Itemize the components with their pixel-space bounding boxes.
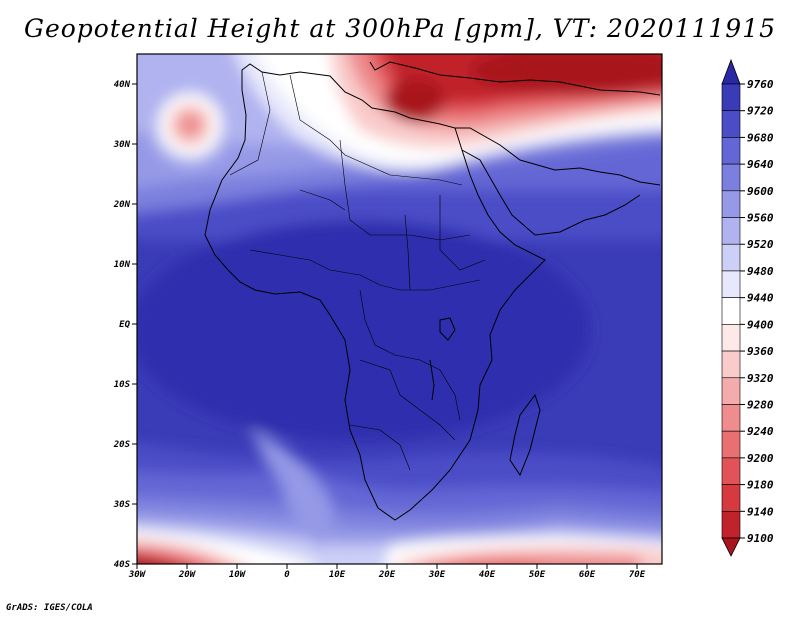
colorbar-tick-label: 9480 <box>747 265 774 278</box>
plot-frame <box>136 53 663 565</box>
africa-coast <box>204 63 546 521</box>
colorbar-swatch <box>721 404 741 432</box>
lon-tick-label: 10E <box>329 570 346 580</box>
colorbar-bottom-arrow <box>721 537 741 557</box>
northern-coast <box>369 61 661 96</box>
colorbar-swatch <box>721 350 741 379</box>
lat-tick-label: 30N <box>113 140 131 150</box>
colorbar-tick-label: 9320 <box>747 372 774 385</box>
lat-tick-label: 40N <box>114 80 131 90</box>
lon-tick-label: 60E <box>579 570 596 580</box>
colorbar-tick-label: 9720 <box>747 105 774 118</box>
lon-tick-label: 70E <box>629 570 646 580</box>
height-field <box>137 54 662 564</box>
country-borders <box>229 71 486 471</box>
arabia-coast <box>455 127 661 186</box>
lon-tick-label: 30E <box>428 570 446 580</box>
colorbar-tick-label: 9560 <box>747 212 774 225</box>
lon-tick-label: 0 <box>284 570 290 580</box>
lake-tanganyika <box>429 359 435 401</box>
lon-tick-label: 40E <box>479 570 496 580</box>
colorbar-swatch <box>721 137 741 165</box>
longitude-axis: 30W 20W 10W 0 10E 20E 30E 40E 50E 60E 70E <box>128 564 646 580</box>
colorbar-tick-label: 9400 <box>747 318 774 331</box>
colorbar-swatch <box>721 217 741 245</box>
colorbar-swatch <box>721 324 741 352</box>
colorbar-swatch <box>721 510 741 539</box>
colorbar-tick-label: 9680 <box>747 131 774 144</box>
lake-victoria <box>439 317 456 341</box>
colorbar-tick-label: 9200 <box>747 452 774 465</box>
lat-tick-label: EQ <box>119 320 130 330</box>
footer-credit: GrADS: IGES/COLA <box>6 603 93 613</box>
lat-tick-label: 10N <box>114 260 131 270</box>
lat-tick-label: 20S <box>113 440 131 450</box>
colorbar-tick-label: 9440 <box>747 292 774 305</box>
lat-tick-label: 10S <box>114 380 131 390</box>
lat-tick-label: 40S <box>114 560 131 570</box>
lon-tick-label: 20E <box>378 570 396 580</box>
colorbar-tick-label: 9640 <box>747 158 774 171</box>
lon-tick-label: 30W <box>128 570 147 580</box>
lat-tick-label: 30S <box>113 500 131 510</box>
lat-tick-label: 20N <box>113 200 131 210</box>
latitude-axis: 40N 30N 20N 10N EQ 10S 20S 30S 40S <box>113 80 137 570</box>
colorbar-swatch <box>721 484 741 512</box>
colorbar-swatch <box>721 163 741 192</box>
colorbar: 9100 9140 9180 9200 9240 9280 9320 9360 9400 9440… <box>721 58 774 557</box>
colorbar-swatch <box>721 377 741 405</box>
colorbar-swatch <box>721 190 741 218</box>
colorbar-swatch <box>721 110 741 138</box>
colorbar-tick-label: 9100 <box>747 532 774 545</box>
colorbar-swatch <box>721 430 741 459</box>
red-sea-coast <box>461 149 641 236</box>
colorbar-tick-label: 9760 <box>747 78 774 91</box>
coastlines <box>204 61 661 521</box>
colorbar-swatch <box>721 270 741 298</box>
colorbar-tick-label: 9600 <box>747 185 774 198</box>
colorbar-tick-label: 9180 <box>747 479 774 492</box>
colorbar-swatch <box>721 243 741 272</box>
colorbar-swatch <box>721 297 741 325</box>
colorbar-tick-label: 9240 <box>747 425 774 438</box>
lon-tick-label: 10W <box>229 570 247 580</box>
colorbar-top-arrow <box>721 58 741 85</box>
lon-tick-label: 50E <box>529 570 546 580</box>
lon-tick-label: 20W <box>178 570 197 580</box>
madagascar-coast <box>509 393 541 477</box>
colorbar-tick-label: 9360 <box>747 345 774 358</box>
colorbar-tick-label: 9140 <box>747 505 774 518</box>
colorbar-swatch <box>721 457 741 485</box>
map-title: Geopotential Height at 300hPa [gpm], VT:… <box>23 14 777 43</box>
colorbar-tick-label: 9520 <box>747 238 774 251</box>
colorbar-tick-label: 9280 <box>747 398 774 411</box>
colorbar-swatch <box>721 83 741 112</box>
